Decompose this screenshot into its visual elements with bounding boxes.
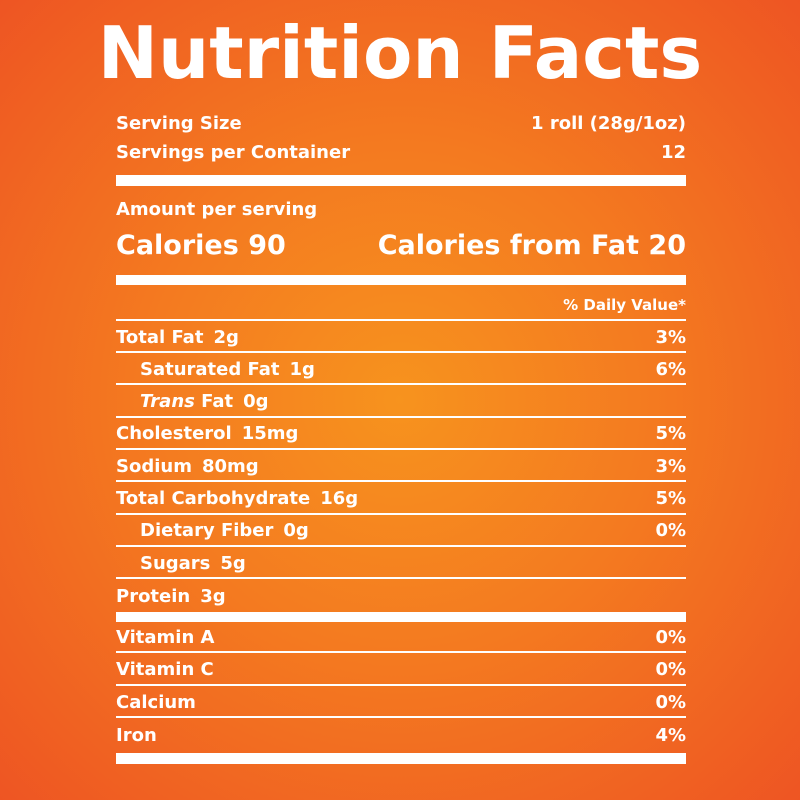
vitamin-name: Calcium bbox=[116, 691, 196, 713]
nutrient-name: Total Fat 2g bbox=[116, 327, 239, 348]
nutrient-name: Dietary Fiber 0g bbox=[116, 520, 309, 541]
vitamin-daily-value: 0% bbox=[655, 659, 686, 680]
calories-label: Calories bbox=[116, 230, 239, 261]
thick-divider bbox=[116, 275, 686, 285]
nutrient-label: Sugars bbox=[140, 552, 211, 574]
vitamin-daily-value: 0% bbox=[655, 626, 686, 648]
nutrient-name: Total Carbohydrate 16g bbox=[116, 488, 358, 509]
nutrient-daily-value: 5% bbox=[655, 423, 686, 445]
nutrient-amount: 1g bbox=[289, 358, 315, 380]
nutrient-daily-value: 3% bbox=[655, 455, 686, 477]
nutrient-daily-value: 3% bbox=[655, 326, 686, 348]
nutrient-amount: 3g bbox=[200, 585, 226, 607]
vitamin-row: Calcium 0% bbox=[116, 688, 686, 718]
thick-divider bbox=[116, 753, 686, 764]
serving-size-label: Serving Size bbox=[116, 113, 242, 134]
nutrient-name: Sugars 5g bbox=[116, 553, 246, 574]
calories-value: 90 bbox=[248, 230, 286, 261]
nutrient-name-italic: Trans bbox=[140, 391, 195, 413]
nutrient-label: Cholesterol bbox=[116, 423, 232, 445]
nutrient-daily-value: 0% bbox=[655, 520, 686, 542]
vitamin-name: Iron bbox=[116, 725, 157, 746]
thick-divider bbox=[116, 175, 686, 186]
serving-size-value: 1 roll (28g/1oz) bbox=[531, 113, 686, 134]
servings-per-container-value: 12 bbox=[660, 142, 686, 163]
vitamin-name: Vitamin C bbox=[116, 659, 214, 680]
calories-from-fat-value: 20 bbox=[648, 230, 686, 261]
nutrient-row: Dietary Fiber 0g 0% bbox=[116, 517, 686, 547]
thick-divider bbox=[116, 612, 686, 622]
nutrient-amount: 15mg bbox=[241, 423, 299, 445]
nutrient-amount: 16g bbox=[320, 488, 359, 509]
nutrient-name: Sodium 80mg bbox=[116, 456, 259, 477]
vitamin-row: Vitamin A 0% bbox=[116, 623, 686, 653]
thin-divider bbox=[116, 319, 686, 321]
nutrient-label: Sodium bbox=[116, 455, 192, 477]
nutrient-amount: 2g bbox=[213, 326, 239, 348]
nutrient-label: Fat bbox=[201, 391, 234, 413]
vitamin-name: Vitamin A bbox=[116, 626, 215, 648]
daily-value-header: % Daily Value* bbox=[563, 296, 686, 314]
nutrient-name: Protein 3g bbox=[116, 586, 226, 607]
nutrient-row: Trans Fat 0g bbox=[116, 388, 686, 418]
nutrient-label: Total Fat bbox=[116, 326, 204, 348]
nutrient-label: Protein bbox=[116, 585, 191, 607]
nutrient-row: Sugars 5g bbox=[116, 549, 686, 580]
calories-from-fat-label: Calories from Fat bbox=[377, 230, 640, 261]
label-title: Nutrition Facts bbox=[97, 11, 703, 95]
vitamin-row: Vitamin C 0% bbox=[116, 656, 686, 686]
nutrient-daily-value: 6% bbox=[655, 358, 686, 380]
nutrient-label: Total Carbohydrate bbox=[116, 488, 311, 509]
vitamin-daily-value: 0% bbox=[655, 691, 686, 713]
nutrient-name: Saturated Fat 1g bbox=[116, 359, 315, 380]
nutrient-name: Cholesterol 15mg bbox=[116, 423, 298, 444]
nutrient-daily-value: 5% bbox=[655, 488, 686, 509]
nutrient-label: Saturated Fat bbox=[140, 358, 280, 380]
nutrient-amount: 5g bbox=[220, 552, 246, 574]
nutrient-amount: 0g bbox=[243, 391, 269, 413]
nutrient-label: Dietary Fiber bbox=[140, 520, 274, 542]
nutrient-amount: 0g bbox=[283, 520, 309, 542]
vitamin-daily-value: 4% bbox=[655, 725, 686, 746]
calories-row: Calories 90 Calories from Fat 20 bbox=[116, 228, 686, 264]
nutrient-row: Protein 3g bbox=[116, 581, 686, 611]
nutrient-row: Saturated Fat 1g 6% bbox=[116, 355, 686, 386]
nutrient-row: Total Carbohydrate 16g 5% bbox=[116, 485, 686, 515]
serving-size-row: Serving Size 1 roll (28g/1oz) Servings pe… bbox=[116, 112, 686, 165]
nutrient-row: Total Fat 2g 3% bbox=[116, 323, 686, 353]
amount-per-serving: Amount per serving bbox=[116, 199, 318, 220]
nutrient-name: Trans Fat 0g bbox=[116, 391, 269, 412]
nutrient-row: Cholesterol 15mg 5% bbox=[116, 420, 686, 450]
servings-per-container-label: Servings per Container bbox=[116, 142, 351, 163]
vitamin-row: Iron 4% bbox=[116, 721, 686, 751]
nutrient-amount: 80mg bbox=[201, 455, 259, 477]
nutrient-row: Sodium 80mg 3% bbox=[116, 452, 686, 483]
